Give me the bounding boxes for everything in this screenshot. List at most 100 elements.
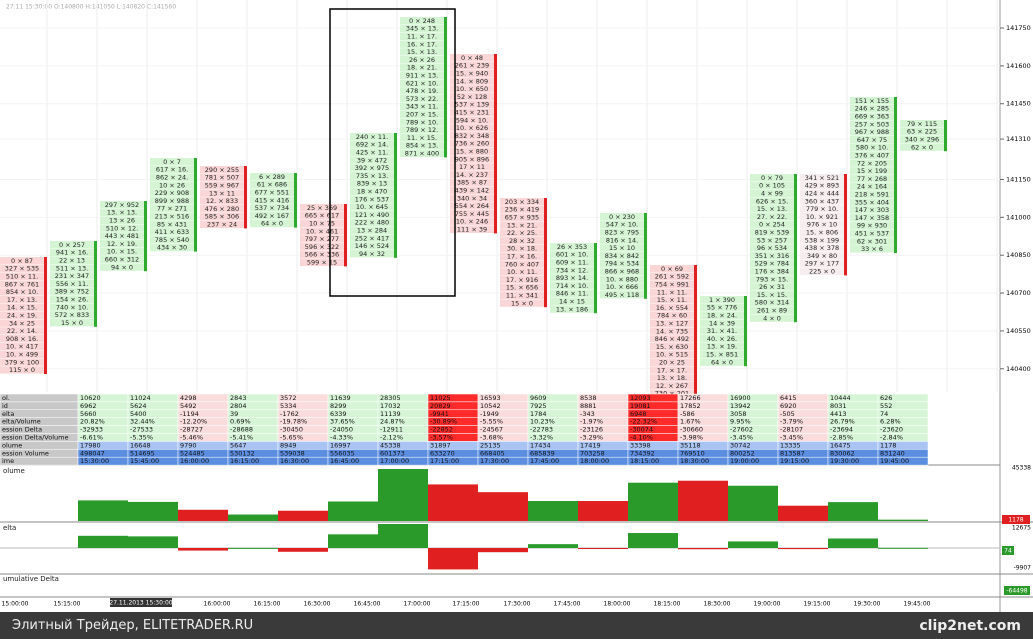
cell-bg <box>0 358 44 366</box>
cell-bg <box>250 188 294 196</box>
cell-text: 24 × 164 <box>857 183 887 191</box>
table-cell: 11024 <box>130 394 151 402</box>
cell-bg <box>400 126 444 134</box>
cell-text: 6 × 289 <box>259 173 285 181</box>
table-cell: 6962 <box>80 402 97 410</box>
table-cell: 32.44% <box>130 418 155 426</box>
cell-bg <box>900 143 944 151</box>
table-cell: -30450 <box>280 426 303 434</box>
cell-bg <box>450 85 494 93</box>
cell-text: 15. × 851 <box>706 351 738 359</box>
panel-max: 45338 <box>1012 465 1031 472</box>
cell-bg <box>500 205 544 214</box>
cell-bg <box>50 311 94 319</box>
table-cell: 19081 <box>630 402 651 410</box>
cell-bg <box>400 17 444 25</box>
table-cell: 2804 <box>230 402 247 410</box>
cell-bg <box>350 203 394 211</box>
cell-bg <box>150 165 194 174</box>
cell-bg <box>350 242 394 250</box>
cell-bg <box>0 257 44 265</box>
table-cell: 18:00:00 <box>580 457 609 465</box>
cell-text: 222 × 480 <box>355 219 389 227</box>
cell-bg <box>350 250 394 258</box>
cell-text: 10. × 515 <box>656 351 688 359</box>
cell-bg <box>450 69 494 77</box>
cell-bg <box>600 228 644 236</box>
table-cell: -5.41% <box>230 433 253 441</box>
row-label: ession Delta/Volume <box>2 433 68 441</box>
delta-bar <box>128 536 178 548</box>
cell-text: 823 × 795 <box>605 229 639 237</box>
cell-text: 15. × 940 <box>456 70 488 78</box>
cell-bg <box>350 133 394 141</box>
row-label: ession Delta <box>2 426 42 434</box>
cell-bg <box>650 296 694 304</box>
cell-bg <box>50 241 94 249</box>
volume-bar <box>528 501 578 521</box>
cell-text: 17. × 916 <box>506 276 538 284</box>
cell-bg <box>850 221 894 230</box>
table-cell: -3.68% <box>480 433 503 441</box>
cell-text: 443 × 481 <box>105 232 139 240</box>
cell-bg <box>350 140 394 149</box>
table-cell: 1.67% <box>680 418 701 426</box>
cell-bg <box>250 219 294 228</box>
cell-text: 834 × 842 <box>605 252 639 260</box>
table-cell: 539038 <box>280 449 305 457</box>
cell-bg <box>800 220 844 229</box>
cell-text: 96 × 534 <box>757 244 787 252</box>
table-cell: -23126 <box>580 426 603 434</box>
cell-bg <box>600 236 644 244</box>
table-cell: 16648 <box>130 441 151 449</box>
table-cell: 10444 <box>830 394 851 402</box>
price-label: 141150 <box>1006 175 1031 183</box>
cell-text: 10 × 26 <box>159 181 185 189</box>
cell-bg <box>600 244 644 252</box>
cell-text: 297 × 952 <box>105 201 139 209</box>
volume-bar <box>628 482 678 521</box>
cell-text: 176 × 384 <box>755 268 789 276</box>
cell-bg <box>850 214 894 222</box>
cell-bg <box>300 243 344 251</box>
cell-bg <box>650 327 694 335</box>
cell-bg <box>500 244 544 253</box>
cell-text: 538 × 199 <box>805 236 839 244</box>
table-cell: -3.29% <box>580 433 603 441</box>
cell-bg <box>700 358 744 366</box>
table-cell: 8949 <box>280 441 297 449</box>
cell-bg <box>800 236 844 244</box>
cell-text: 231 × 347 <box>55 272 89 280</box>
table-cell: 830062 <box>830 449 855 457</box>
cell-bg <box>800 252 844 260</box>
cell-text: 510 × 11. <box>6 273 38 281</box>
cell-text: 261 × 239 <box>455 62 489 70</box>
table-cell: 17980 <box>80 441 101 449</box>
cell-text: 10. × 461 <box>306 227 338 235</box>
cell-bg <box>750 228 794 236</box>
cell-text: 10. × 880 <box>606 275 638 283</box>
table-cell: 15:30:00 <box>80 457 109 465</box>
cell-bg <box>900 127 944 136</box>
candle-body <box>294 173 297 228</box>
cell-text: 55 × 776 <box>707 304 737 312</box>
cell-bg <box>200 189 244 197</box>
cell-text: 147 × 358 <box>855 214 889 222</box>
cell-text: 17. × 17. <box>657 366 687 374</box>
cell-bg <box>650 358 694 366</box>
cell-bg <box>750 174 794 182</box>
cell-bg <box>150 212 194 220</box>
time-label: 17:30:00 <box>504 601 531 608</box>
cell-text: 439 × 142 <box>455 187 489 195</box>
table-cell: -12.20% <box>180 418 207 426</box>
cell-bg <box>200 212 244 221</box>
row-label: elta <box>2 410 14 418</box>
panel-label: olume <box>3 467 25 475</box>
table-cell: 17:30:00 <box>480 457 509 465</box>
cell-bg <box>350 148 394 156</box>
cell-bg <box>450 171 494 179</box>
cell-bg <box>500 213 544 221</box>
cell-text: 594 × 10. <box>456 116 488 124</box>
table-cell: -24050 <box>330 426 353 434</box>
price-label: 141750 <box>1006 24 1031 32</box>
